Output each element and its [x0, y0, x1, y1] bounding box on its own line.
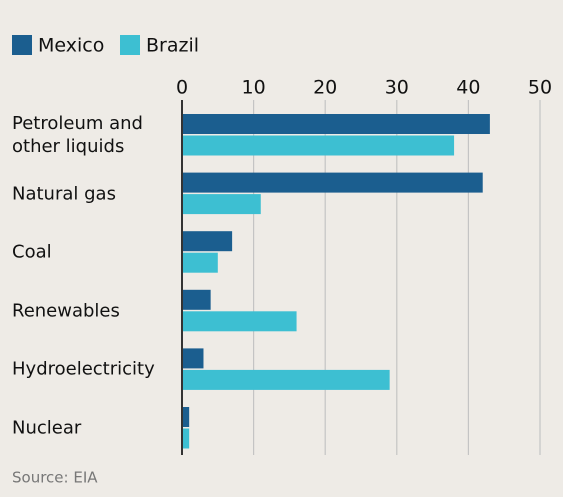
legend-swatch	[12, 35, 32, 55]
bar	[182, 289, 211, 310]
legend-swatch	[120, 35, 140, 55]
bar	[182, 348, 204, 369]
x-tick-label: 20	[313, 77, 337, 99]
category-label: Coal	[12, 241, 52, 263]
bar	[182, 231, 233, 252]
bar	[182, 172, 483, 193]
x-tick-label: 30	[385, 77, 409, 99]
x-tick-label: 40	[456, 77, 480, 99]
bar	[182, 428, 190, 449]
legend-label: Brazil	[146, 35, 199, 57]
bar	[182, 407, 190, 427]
category-label: Hydroelectricity	[12, 358, 155, 380]
bar	[182, 252, 218, 273]
category-label: Nuclear	[12, 417, 82, 439]
x-tick-label: 50	[528, 77, 552, 99]
bar	[182, 369, 390, 390]
source: Source: EIA	[12, 469, 98, 487]
category-label: Natural gas	[12, 183, 116, 205]
x-tick-label: 0	[176, 77, 188, 99]
bar	[182, 114, 490, 134]
category-label: Petroleum and other liquids	[12, 113, 143, 157]
x-tick-label: 10	[242, 77, 266, 99]
legend-label: Mexico	[38, 35, 104, 57]
bar	[182, 311, 297, 332]
category-label: Renewables	[12, 300, 120, 322]
bar	[182, 135, 455, 156]
bar	[182, 194, 261, 215]
